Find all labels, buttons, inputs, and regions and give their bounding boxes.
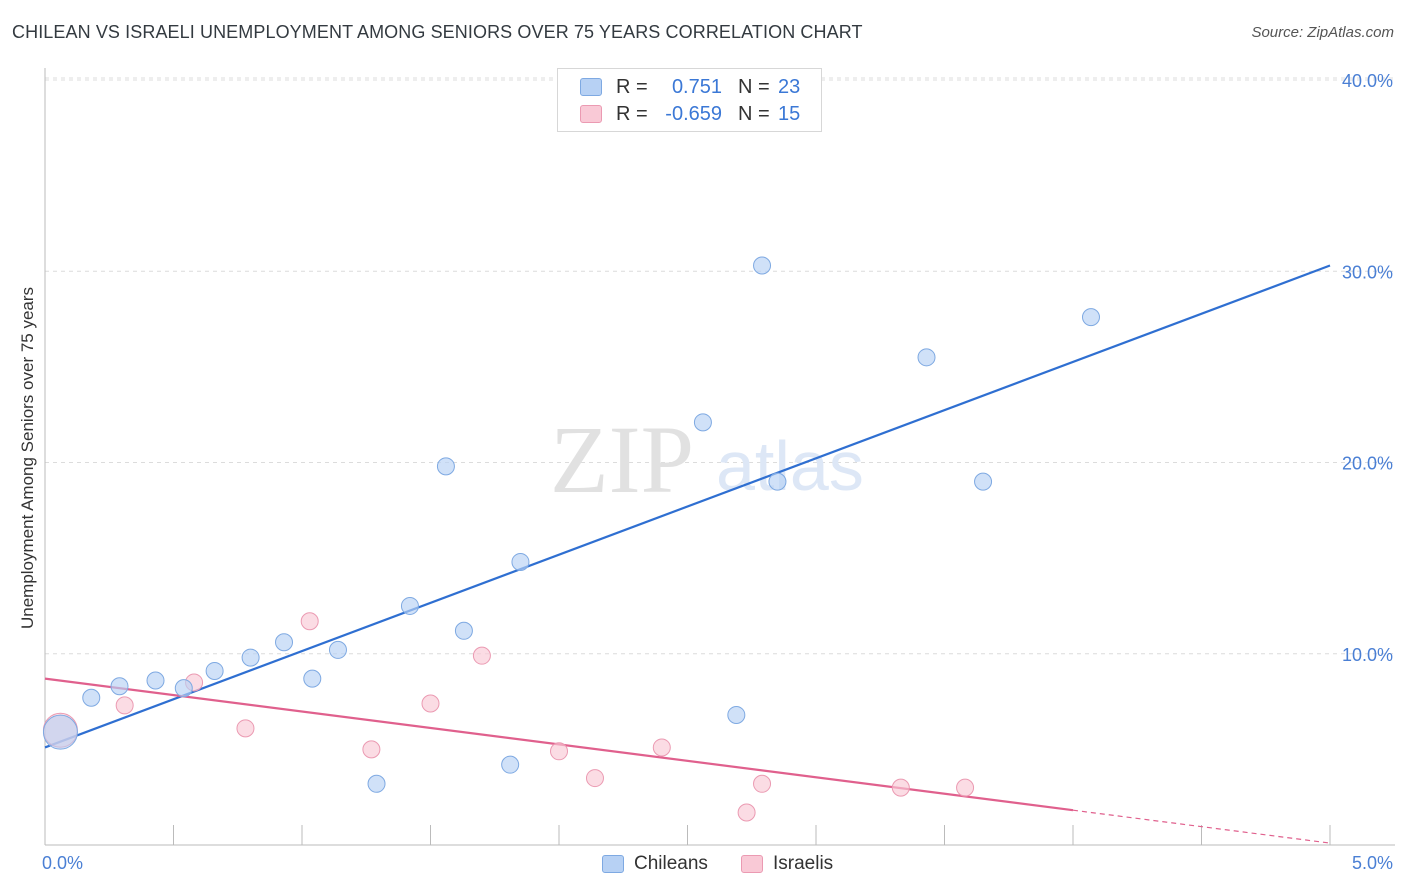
- data-point-chileans: [768, 472, 787, 491]
- israelis-swatch: [580, 105, 602, 123]
- data-point-chileans: [303, 669, 322, 688]
- data-point-chileans: [501, 755, 520, 774]
- israelis-legend-swatch: [741, 855, 763, 873]
- trend-lines: [44, 264, 1331, 844]
- x-tick-label: 5.0%: [1352, 853, 1393, 873]
- data-point-chileans: [400, 596, 419, 615]
- watermark-atlas: atlas: [716, 427, 864, 505]
- legend-row-israelis: R = -0.659 N = 15: [580, 101, 800, 127]
- data-point-chileans: [917, 348, 936, 367]
- data-point-chileans: [727, 705, 746, 724]
- n-value-israelis: 15: [778, 102, 801, 125]
- data-point-israelis: [115, 696, 134, 715]
- chileans-legend-swatch: [602, 855, 624, 873]
- tick-labels: 10.0% 20.0% 30.0% 40.0% 0.0% 5.0%: [42, 71, 1393, 873]
- data-point-chileans: [367, 774, 386, 793]
- data-point-israelis: [585, 769, 604, 788]
- legend-item-chileans[interactable]: Chileans: [602, 852, 708, 876]
- data-point-israelis: [550, 742, 568, 761]
- data-point-chileans: [146, 671, 165, 690]
- watermark-zip: ZIP: [550, 406, 694, 513]
- data-point-chileans: [436, 457, 455, 476]
- chileans-swatch: [580, 78, 602, 96]
- trend-line-chileans: [44, 264, 1331, 749]
- chileans-legend-label: Chileans: [634, 853, 708, 874]
- chart-title: CHILEAN VS ISRAELI UNEMPLOYMENT AMONG SE…: [12, 22, 863, 42]
- data-point-israelis: [472, 646, 491, 665]
- axes: [44, 68, 1395, 846]
- y-tick-label: 30.0%: [1342, 262, 1393, 282]
- r-value-israelis: -0.659: [665, 102, 722, 125]
- legend-item-israelis[interactable]: Israelis: [741, 852, 833, 876]
- data-point-israelis: [956, 778, 975, 797]
- n-value-chileans: 23: [778, 75, 801, 98]
- data-point-israelis: [753, 774, 772, 793]
- x-tick-label: 0.0%: [42, 853, 83, 873]
- data-point-israelis: [236, 719, 255, 738]
- y-tick-label: 40.0%: [1342, 71, 1393, 91]
- n-label: N =: [738, 102, 770, 125]
- data-point-chileans: [42, 714, 78, 750]
- data-point-chileans: [693, 413, 712, 432]
- data-point-israelis: [737, 803, 756, 822]
- data-point-chileans: [82, 688, 101, 707]
- data-point-israelis: [362, 740, 381, 759]
- r-label: R =: [616, 75, 648, 98]
- data-point-chileans: [241, 648, 260, 667]
- data-point-israelis: [652, 738, 671, 757]
- data-point-chileans: [110, 677, 129, 696]
- data-point-chileans: [205, 661, 224, 680]
- data-point-israelis: [300, 612, 319, 631]
- data-point-chileans: [974, 472, 993, 491]
- data-point-chileans: [174, 679, 193, 698]
- data-point-chileans: [753, 256, 772, 275]
- y-tick-label: 10.0%: [1342, 645, 1393, 665]
- source-label: Source: ZipAtlas.com: [1251, 24, 1394, 41]
- data-point-israelis: [421, 694, 440, 713]
- r-value-chileans: 0.751: [671, 75, 722, 98]
- data-point-israelis: [891, 778, 910, 797]
- data-point-chileans: [1081, 308, 1100, 327]
- data-points: [42, 256, 1100, 822]
- data-point-chileans: [328, 640, 347, 659]
- y-tick-label: 20.0%: [1342, 454, 1393, 474]
- israelis-legend-label: Israelis: [773, 853, 834, 874]
- n-label: N =: [738, 75, 770, 98]
- r-label: R =: [616, 102, 648, 125]
- stats-legend: R = 0.751 N = 23 R = -0.659 N = 15: [557, 68, 822, 132]
- gridlines: [45, 77, 1395, 655]
- data-point-chileans: [511, 552, 530, 571]
- data-point-chileans: [454, 621, 473, 640]
- trend-line-israelis-projection: [1072, 809, 1331, 844]
- legend-row-chileans: R = 0.751 N = 23: [580, 74, 800, 100]
- data-point-chileans: [275, 633, 294, 652]
